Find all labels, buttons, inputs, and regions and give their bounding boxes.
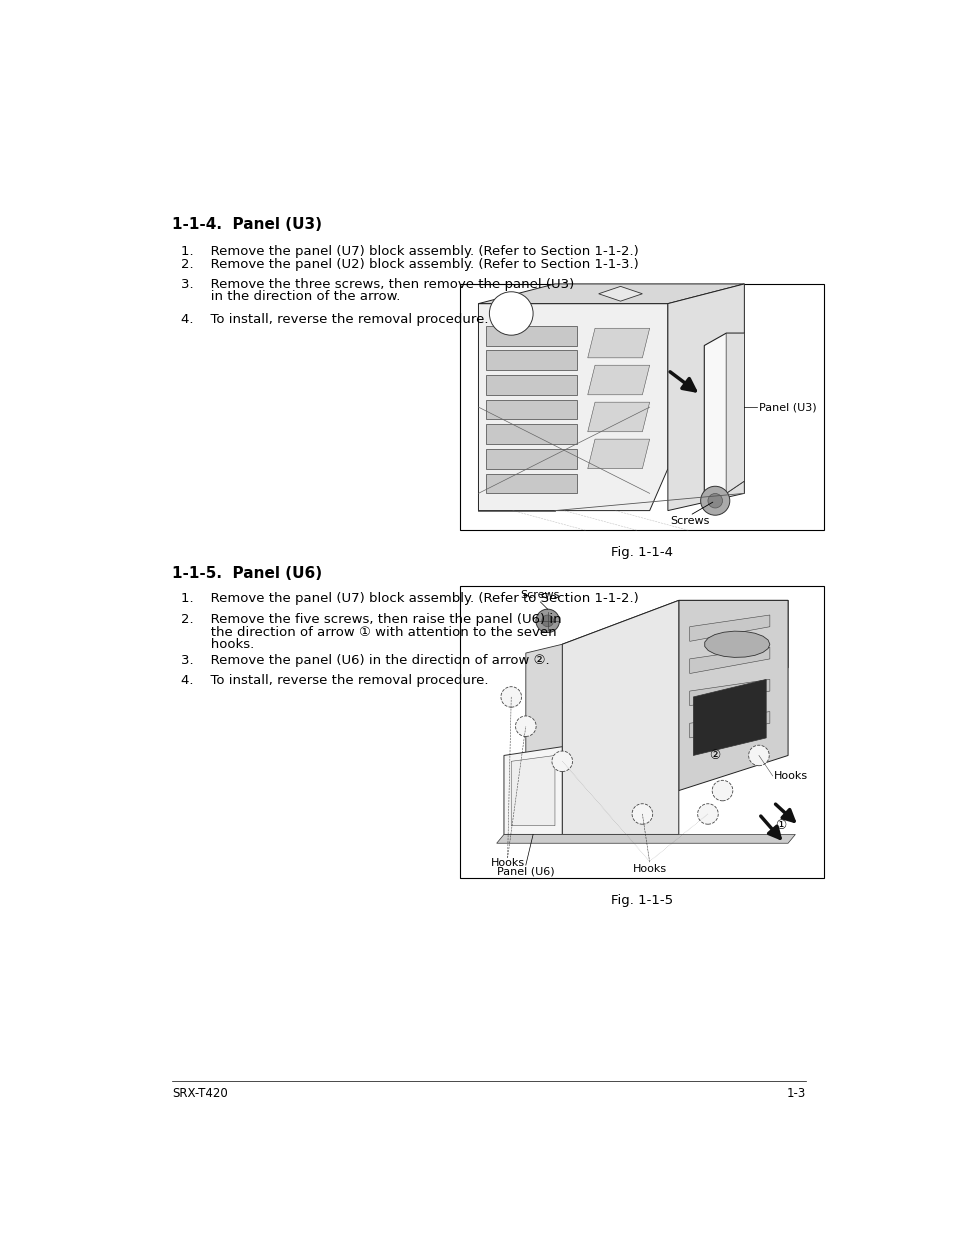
Polygon shape	[704, 631, 769, 658]
Polygon shape	[485, 351, 577, 370]
Text: Hooks: Hooks	[632, 864, 666, 874]
Text: Screws: Screws	[520, 590, 559, 600]
Polygon shape	[503, 747, 561, 834]
Text: 1-1-5.  Panel (U6): 1-1-5. Panel (U6)	[172, 566, 322, 580]
Polygon shape	[598, 286, 641, 301]
Polygon shape	[689, 711, 769, 738]
Polygon shape	[689, 615, 769, 641]
Polygon shape	[525, 644, 561, 834]
Text: 3.    Remove the panel (U6) in the direction of arrow ②.: 3. Remove the panel (U6) in the directio…	[181, 654, 549, 666]
Text: Fig. 1-1-5: Fig. 1-1-5	[611, 894, 673, 906]
Text: 3.    Remove the three screws, then remove the panel (U3): 3. Remove the three screws, then remove …	[181, 277, 574, 291]
Circle shape	[552, 751, 572, 772]
Polygon shape	[497, 834, 795, 843]
Polygon shape	[725, 333, 743, 493]
Text: 1-1-4.  Panel (U3): 1-1-4. Panel (U3)	[172, 218, 321, 232]
Text: 1.    Remove the panel (U7) block assembly. (Refer to Section 1-1-2.): 1. Remove the panel (U7) block assembly.…	[181, 592, 639, 605]
Circle shape	[541, 615, 553, 626]
Text: 4.    To install, reverse the removal procedure.: 4. To install, reverse the removal proce…	[181, 674, 488, 686]
Circle shape	[500, 686, 521, 707]
Circle shape	[748, 746, 768, 766]
Polygon shape	[689, 648, 769, 674]
Polygon shape	[561, 600, 787, 702]
Polygon shape	[485, 449, 577, 469]
FancyArrowPatch shape	[775, 804, 793, 822]
Text: 1-3: 1-3	[786, 1088, 805, 1100]
Bar	[459, 283, 823, 531]
Polygon shape	[561, 600, 679, 834]
Polygon shape	[511, 756, 555, 825]
Polygon shape	[485, 424, 577, 444]
Text: Hooks: Hooks	[490, 858, 524, 868]
Text: Fig. 1-1-4: Fig. 1-1-4	[611, 546, 673, 558]
Text: hooks.: hooks.	[181, 638, 254, 651]
Circle shape	[632, 804, 652, 824]
Text: in the direction of the arrow.: in the direction of the arrow.	[181, 290, 400, 303]
Circle shape	[489, 292, 533, 336]
Polygon shape	[689, 680, 769, 706]
Polygon shape	[679, 600, 787, 791]
Text: ②: ②	[709, 750, 720, 762]
Polygon shape	[478, 283, 743, 303]
FancyArrowPatch shape	[760, 817, 780, 838]
Text: Panel (U6): Panel (U6)	[497, 866, 554, 876]
Circle shape	[707, 493, 721, 508]
Text: the direction of arrow ① with attention to the seven: the direction of arrow ① with attention …	[181, 625, 557, 639]
Circle shape	[712, 781, 732, 800]
Polygon shape	[667, 283, 743, 511]
Circle shape	[536, 609, 558, 633]
Polygon shape	[485, 474, 577, 493]
Polygon shape	[703, 333, 743, 493]
Polygon shape	[485, 400, 577, 419]
Polygon shape	[587, 439, 649, 469]
Polygon shape	[587, 328, 649, 358]
Text: 2.    Remove the five screws, then raise the panel (U6) in: 2. Remove the five screws, then raise th…	[181, 614, 561, 626]
Polygon shape	[587, 365, 649, 395]
Polygon shape	[693, 680, 765, 756]
Text: SRX-T420: SRX-T420	[172, 1088, 228, 1100]
Text: 1.    Remove the panel (U7) block assembly. (Refer to Section 1-1-2.): 1. Remove the panel (U7) block assembly.…	[181, 245, 639, 257]
Circle shape	[697, 804, 718, 824]
Text: Hooks: Hooks	[773, 771, 807, 781]
Text: 4.    To install, reverse the removal procedure.: 4. To install, reverse the removal proce…	[181, 313, 488, 326]
Polygon shape	[587, 403, 649, 431]
FancyArrowPatch shape	[669, 372, 695, 390]
Bar	[459, 585, 823, 879]
Circle shape	[515, 716, 536, 736]
Text: Panel (U3): Panel (U3)	[759, 401, 816, 413]
Polygon shape	[485, 326, 577, 346]
Text: 2.    Remove the panel (U2) block assembly. (Refer to Section 1-1-3.): 2. Remove the panel (U2) block assembly.…	[181, 257, 639, 271]
Polygon shape	[485, 375, 577, 395]
Circle shape	[700, 486, 729, 515]
Text: ①: ①	[775, 819, 785, 832]
Polygon shape	[478, 303, 667, 511]
Text: Screws: Screws	[669, 516, 709, 526]
